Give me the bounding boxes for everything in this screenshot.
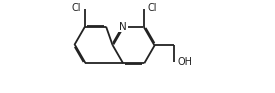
Text: Cl: Cl [148,3,157,13]
Text: OH: OH [178,57,192,67]
Text: Cl: Cl [72,3,81,13]
Text: N: N [119,22,127,32]
